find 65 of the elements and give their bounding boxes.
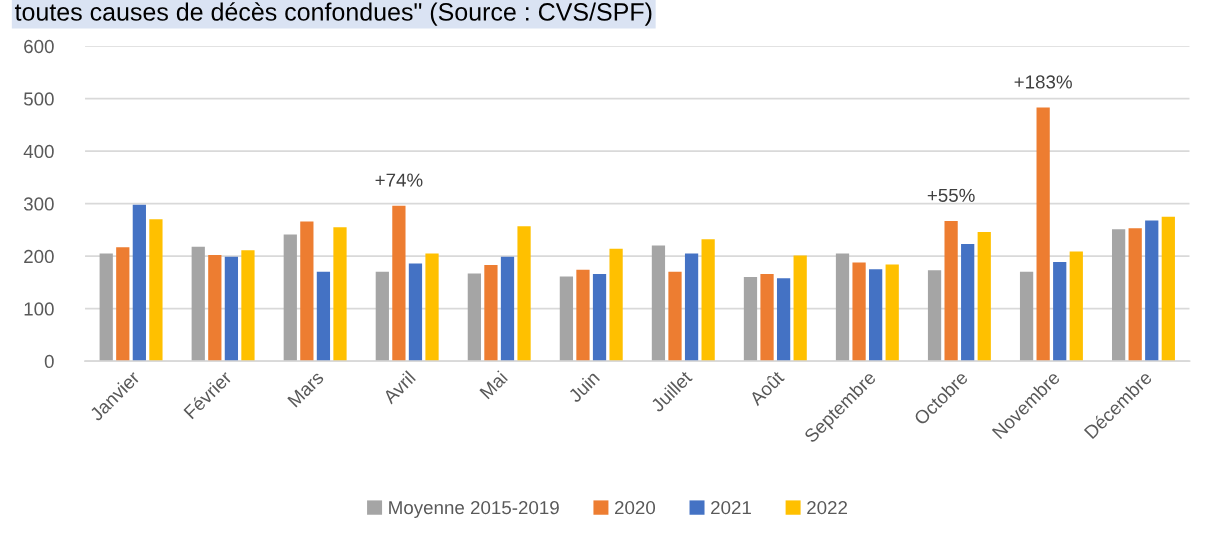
annotation: +74% [375, 173, 423, 187]
bar [425, 253, 439, 362]
bar [1036, 107, 1050, 362]
bar [944, 220, 958, 362]
y-tick-label: 100 [24, 302, 54, 316]
legend-label: 2022 [807, 501, 847, 515]
bar [852, 262, 866, 362]
bar [1111, 229, 1126, 362]
bar [701, 239, 715, 362]
bar [977, 231, 991, 362]
bar [283, 234, 297, 362]
bar [835, 253, 850, 362]
bar [132, 204, 146, 362]
bar [1145, 220, 1159, 362]
bar [961, 244, 975, 362]
bar [224, 256, 239, 362]
legend-label: Moyenne 2015-2019 [389, 501, 559, 518]
legend-label: 2020 [615, 501, 656, 515]
bar [316, 271, 331, 362]
y-tick-label: 500 [23, 92, 54, 106]
y-tick-label: 200 [24, 249, 54, 264]
bar [869, 269, 883, 362]
bar [592, 273, 607, 362]
x-tick-label: Mai [478, 370, 509, 400]
bar [149, 219, 163, 362]
bar [375, 271, 389, 362]
bar [1128, 228, 1142, 362]
legend-label: 2021 [711, 501, 751, 515]
bar [333, 227, 347, 362]
bar [668, 271, 682, 362]
y-tick-label: 0 [44, 354, 54, 369]
bar [793, 255, 807, 362]
bar [517, 226, 531, 362]
bar [208, 255, 222, 362]
bar [684, 253, 699, 362]
bar [559, 276, 574, 362]
bar [1161, 216, 1175, 362]
bar [241, 250, 255, 362]
bar [1069, 251, 1083, 362]
bar [116, 247, 130, 362]
bar [885, 264, 899, 362]
x-tick-label: Juin [567, 370, 601, 404]
bar [1019, 271, 1034, 362]
bar [1053, 261, 1067, 362]
y-tick-label: 300 [23, 197, 54, 211]
annotation: +183% [1014, 75, 1072, 89]
bar [500, 256, 515, 362]
bar [609, 248, 623, 362]
bar [392, 205, 406, 362]
bar [743, 277, 758, 362]
bar [760, 273, 774, 362]
chart-title: toutes causes de décès confondues" (Source : CVS/SPF) [14, 2, 652, 26]
bar [300, 221, 314, 362]
bar [191, 246, 205, 362]
y-tick-label: 600 [24, 39, 54, 54]
bar [484, 265, 498, 362]
y-tick-label: 400 [23, 144, 54, 159]
annotation: +55% [927, 188, 975, 202]
bar [927, 270, 942, 362]
bar [99, 253, 113, 362]
bar [776, 278, 791, 362]
bar [408, 263, 423, 362]
bar [651, 245, 666, 362]
bar [467, 273, 481, 362]
bar [576, 269, 590, 362]
